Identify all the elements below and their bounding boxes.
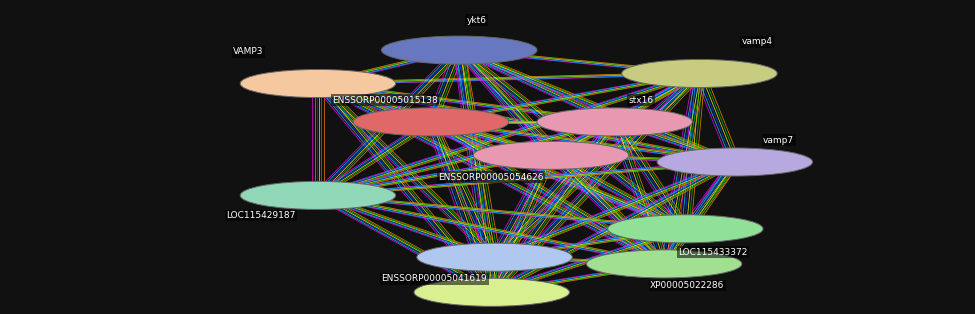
Ellipse shape [353,108,509,136]
Ellipse shape [240,69,396,98]
Ellipse shape [537,108,692,136]
Ellipse shape [622,59,777,88]
Text: ENSSORP00005054626: ENSSORP00005054626 [438,172,543,181]
Text: vamp7: vamp7 [763,136,795,145]
Ellipse shape [414,278,569,306]
Ellipse shape [240,181,396,209]
Text: ENSSORP00005015138: ENSSORP00005015138 [332,96,438,105]
Ellipse shape [381,36,537,64]
Text: XP00005022286: XP00005022286 [650,281,724,290]
Ellipse shape [417,243,572,271]
Ellipse shape [586,250,742,278]
Text: LOC115429187: LOC115429187 [226,211,295,220]
Text: VAMP3: VAMP3 [233,47,263,56]
Text: stx16: stx16 [629,96,654,105]
Ellipse shape [657,148,812,176]
Ellipse shape [474,141,629,169]
Text: LOC115433372: LOC115433372 [679,248,748,257]
Text: ykt6: ykt6 [466,15,487,24]
Ellipse shape [607,215,763,243]
Text: vamp4: vamp4 [742,37,773,46]
Text: ENSSORP00005041619: ENSSORP00005041619 [381,274,488,284]
